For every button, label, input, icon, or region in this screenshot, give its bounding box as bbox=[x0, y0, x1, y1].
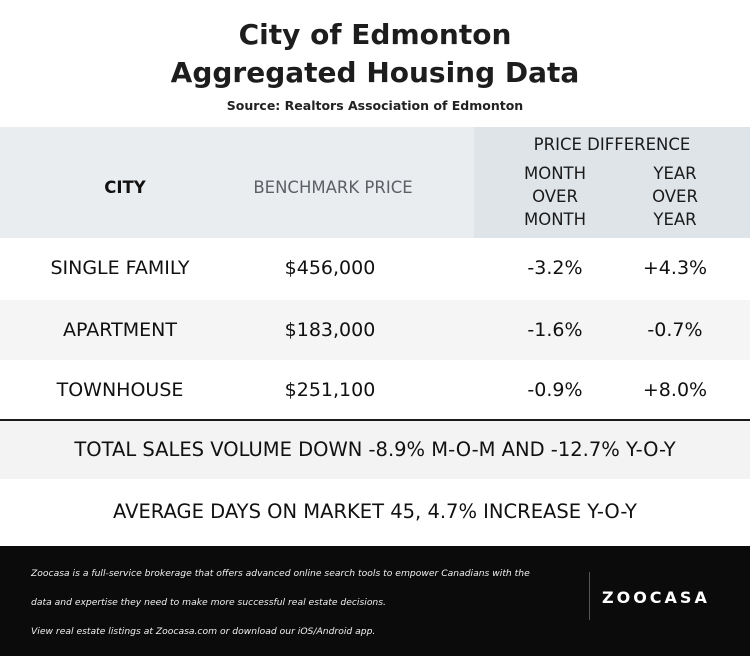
footer-text-line-3: View real estate listings at Zoocasa.com… bbox=[31, 626, 376, 637]
title-line-1: City of Edmonton bbox=[238, 18, 512, 51]
zoocasa-logo: ZOOCASA bbox=[602, 588, 710, 607]
cell-month-over-month: -0.9% bbox=[527, 379, 583, 401]
days-on-market-summary: AVERAGE DAYS ON MARKET 45, 4.7% INCREASE… bbox=[0, 483, 750, 541]
cell-month-over-month: -1.6% bbox=[527, 319, 583, 341]
footer-text-line-2: data and expertise they need to make mor… bbox=[31, 597, 386, 608]
column-header-price-difference: PRICE DIFFERENCE bbox=[533, 135, 691, 154]
table-row: TOWNHOUSE $251,100 -0.9% +8.0% bbox=[0, 360, 750, 420]
cell-benchmark-price: $183,000 bbox=[284, 319, 376, 341]
price-difference-header-bg bbox=[474, 127, 750, 238]
column-header-year-over-year: YEAR OVER YEAR bbox=[652, 164, 698, 229]
title-line-2: Aggregated Housing Data bbox=[170, 56, 580, 89]
table-divider bbox=[0, 419, 750, 421]
cell-benchmark-price: $251,100 bbox=[284, 379, 376, 401]
column-header-month-over-month: MONTH OVER MONTH bbox=[523, 164, 587, 229]
table-row: APARTMENT $183,000 -1.6% -0.7% bbox=[0, 300, 750, 360]
column-header-benchmark-price: BENCHMARK PRICE bbox=[253, 178, 413, 197]
footer: Zoocasa is a full-service brokerage that… bbox=[0, 546, 750, 656]
sales-volume-summary: TOTAL SALES VOLUME DOWN -8.9% M-O-M AND … bbox=[0, 421, 750, 479]
cell-benchmark-price: $456,000 bbox=[284, 257, 376, 279]
cell-property-type: SINGLE FAMILY bbox=[50, 257, 190, 279]
cell-year-over-year: -0.7% bbox=[647, 319, 703, 341]
cell-month-over-month: -3.2% bbox=[527, 257, 583, 279]
source-note: Source: Realtors Association of Edmonton bbox=[226, 98, 524, 113]
footer-text-line-1: Zoocasa is a full-service brokerage that… bbox=[31, 568, 530, 579]
cell-property-type: TOWNHOUSE bbox=[56, 379, 184, 401]
cell-year-over-year: +4.3% bbox=[642, 257, 708, 279]
footer-separator bbox=[589, 572, 590, 620]
table-row: SINGLE FAMILY $456,000 -3.2% +4.3% bbox=[0, 238, 750, 298]
column-header-city: CITY bbox=[104, 178, 146, 197]
cell-year-over-year: +8.0% bbox=[642, 379, 708, 401]
cell-property-type: APARTMENT bbox=[63, 319, 177, 341]
